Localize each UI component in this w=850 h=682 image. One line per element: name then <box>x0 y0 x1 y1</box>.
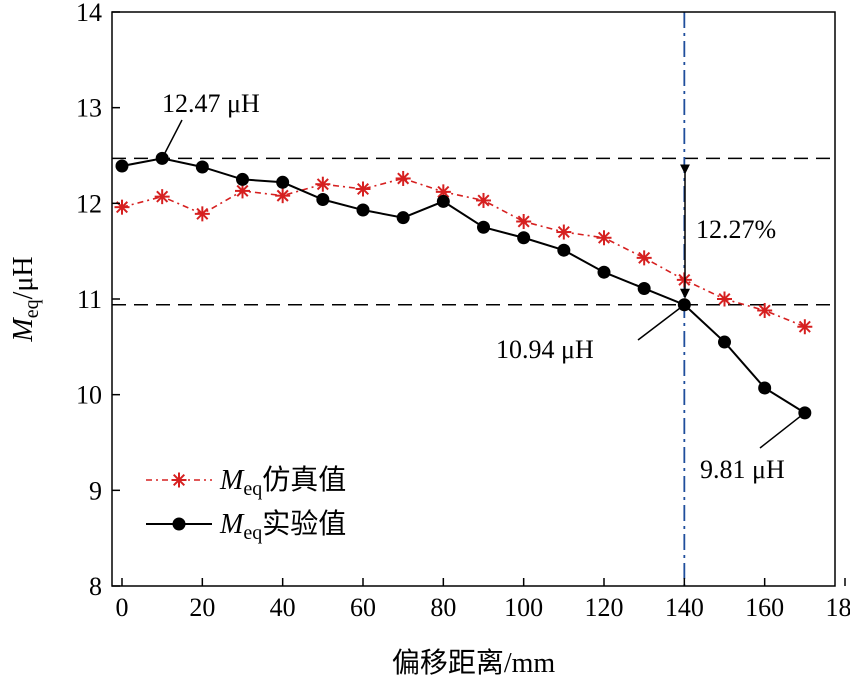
reference-lines <box>112 12 835 586</box>
data-point-simulated <box>355 181 371 197</box>
x-tick-label: 20 <box>189 593 215 622</box>
data-point-experimental <box>477 220 490 234</box>
data-point-experimental <box>236 172 249 186</box>
data-point-experimental <box>758 381 772 395</box>
legend-point <box>171 472 187 488</box>
x-tick-label: 0 <box>116 593 129 622</box>
mid-label-leader <box>637 304 685 341</box>
data-point-experimental <box>195 160 209 174</box>
data-point-simulated <box>797 319 813 335</box>
data-point-simulated <box>315 176 331 192</box>
data-point-simulated <box>114 199 130 215</box>
x-tick-label: 120 <box>585 593 624 622</box>
data-point-simulated <box>717 291 732 307</box>
data-point-experimental <box>316 193 330 207</box>
legend-symbol-experimental: M <box>219 509 245 540</box>
x-tick-label: 60 <box>350 593 376 622</box>
data-point-experimental <box>436 194 450 208</box>
max-label: 12.47 μH <box>162 89 260 118</box>
x-axis: 0 20 40 60 80 100 120 140 160 180 <box>116 578 850 622</box>
y-tick-label: 10 <box>76 381 102 410</box>
x-tick-label: 100 <box>504 593 543 622</box>
x-tick-label: 140 <box>665 593 704 622</box>
y-axis-subscript: eq <box>21 299 43 318</box>
y-tick-label: 12 <box>76 189 102 218</box>
data-point-simulated <box>154 189 170 205</box>
legend-name-experimental: 实验值 <box>262 508 346 540</box>
legend-point <box>172 517 186 531</box>
data-point-experimental <box>356 203 370 217</box>
y-axis-title: Meq/μH <box>8 256 43 342</box>
data-point-experimental <box>276 175 290 189</box>
data-point-simulated <box>516 214 532 230</box>
min-label: 9.81 μH <box>700 455 785 484</box>
min-label-leader <box>759 412 806 449</box>
legend-marker-experimental <box>172 517 186 531</box>
legend-item-simulated: Meq仿真值 <box>146 464 346 500</box>
legend-symbol-simulated: M <box>219 465 245 496</box>
data-point-experimental <box>115 159 129 173</box>
data-point-simulated <box>636 250 652 266</box>
max-label-leader <box>161 119 183 159</box>
data-point-simulated <box>596 230 612 246</box>
legend-marker-simulated <box>171 472 187 488</box>
data-point-simulated <box>757 302 773 318</box>
legend-subscript-simulated: eq <box>243 478 262 500</box>
data-point-experimental <box>718 335 731 349</box>
y-tick-label: 9 <box>89 476 102 505</box>
legend: Meq仿真值 Meq实验值 <box>146 464 346 544</box>
x-tick-label: 160 <box>745 593 784 622</box>
y-axis-symbol: M <box>8 317 39 343</box>
x-tick-label: 80 <box>430 593 456 622</box>
y-tick-label: 11 <box>77 285 102 314</box>
series-line-experimental <box>121 157 806 414</box>
y-tick-label: 8 <box>89 572 102 601</box>
x-tick-label: 180 <box>826 593 850 622</box>
y-tick-label: 14 <box>76 0 102 27</box>
percent-label: 12.27% <box>696 215 776 244</box>
series-line-simulated <box>121 177 806 328</box>
legend-subscript-experimental: eq <box>243 522 262 544</box>
legend-label-simulated: Meq仿真值 <box>219 464 346 500</box>
data-point-experimental <box>396 211 410 225</box>
y-axis: 8 9 10 11 12 13 14 <box>76 0 120 601</box>
y-axis-unit: /μH <box>8 256 39 299</box>
y-tick-label: 13 <box>76 94 102 123</box>
data-point-simulated <box>235 183 250 199</box>
data-point-experimental <box>597 265 611 279</box>
series-layer <box>114 151 813 420</box>
data-point-simulated <box>275 188 291 204</box>
data-point-experimental <box>557 243 571 257</box>
data-point-simulated <box>556 224 572 240</box>
data-point-simulated <box>395 170 411 186</box>
data-point-simulated <box>194 206 210 222</box>
legend-label-experimental: Meq实验值 <box>219 508 346 544</box>
annotations: 12.47 μH 10.94 μH 9.81 μH 12.27% <box>161 89 806 484</box>
data-point-experimental <box>637 281 651 295</box>
x-axis-title: 偏移距离/mm <box>392 647 556 679</box>
data-point-experimental <box>517 231 531 245</box>
legend-item-experimental: Meq实验值 <box>146 508 346 544</box>
legend-name-simulated: 仿真值 <box>262 464 346 496</box>
data-point-simulated <box>476 192 491 208</box>
mid-label: 10.94 μH <box>496 335 594 364</box>
x-tick-label: 40 <box>270 593 296 622</box>
